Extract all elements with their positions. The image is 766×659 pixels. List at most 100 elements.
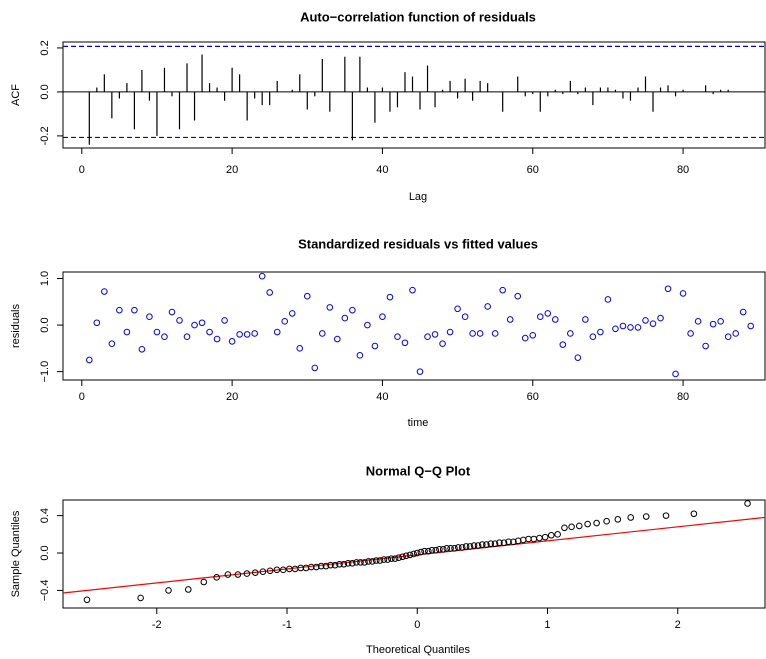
point [514,292,522,300]
point [747,322,755,330]
point [251,330,258,337]
point [454,305,461,313]
point [614,516,622,523]
point [506,316,514,323]
point [568,523,575,531]
point [221,317,228,324]
y-tick-label: 1.0 [39,271,51,286]
plot-box [62,271,766,381]
point [416,368,424,375]
point [476,330,484,337]
point [544,310,552,317]
point [183,333,191,341]
x-axis-label: time [408,417,429,429]
point [421,547,428,555]
point [612,325,619,333]
point [574,354,582,361]
x-tick-label: -1 [282,619,292,631]
y-tick-label: 0.2 [39,40,51,55]
point [484,303,491,310]
point [567,330,574,337]
point [234,571,242,578]
point [236,331,243,338]
plot-area [63,500,765,604]
point [138,345,146,353]
point [228,338,236,345]
point [334,335,341,343]
point [649,320,657,327]
point [409,286,416,294]
panel-title: Standardized residuals vs fitted values [298,236,538,251]
point [604,296,612,303]
y-axis-label: residuals [10,303,22,348]
point [349,306,356,314]
point [478,541,486,548]
point [694,318,702,325]
x-tick-label: 1 [544,619,550,631]
point [547,531,555,539]
point [198,319,206,327]
point [394,333,401,341]
point [273,566,281,574]
point [176,317,183,324]
point [348,560,356,567]
point [165,587,172,594]
qq-line [63,516,765,594]
point [491,540,499,547]
point [462,543,470,550]
point [327,561,334,569]
point [213,574,220,581]
point [458,544,466,551]
point [575,522,583,530]
point [597,328,604,336]
point [384,556,391,563]
point [116,306,123,314]
point [619,322,627,330]
point [184,586,192,593]
point [436,545,443,553]
point [376,557,384,564]
point [536,534,543,542]
point [499,286,506,294]
x-tick-label: 60 [527,391,539,403]
point [322,562,330,570]
point [536,313,544,320]
point [266,567,274,575]
point [483,541,490,548]
point [168,308,176,316]
point [357,559,364,566]
point [417,548,425,556]
plot-area [86,272,755,378]
point [446,328,454,336]
point [101,288,108,295]
point [582,316,589,323]
x-tick-label: 2 [675,619,681,631]
point [266,289,273,296]
point [356,352,364,359]
point [213,335,221,343]
point [487,540,495,547]
point [243,331,251,338]
point [311,364,319,372]
point [191,321,198,329]
point [137,594,144,602]
point [331,561,339,569]
point [258,272,266,280]
point [709,320,717,328]
point [627,514,635,521]
point [424,333,431,341]
plot-box [62,41,766,149]
point [406,551,414,559]
point [451,545,458,552]
point [672,370,679,378]
point [353,559,360,566]
x-axis-label: Theoretical Quantiles [366,644,470,656]
x-tick-label: 20 [226,164,238,176]
point [739,308,747,316]
point [642,317,649,324]
point [466,543,474,550]
point [161,333,168,341]
point [93,319,101,327]
